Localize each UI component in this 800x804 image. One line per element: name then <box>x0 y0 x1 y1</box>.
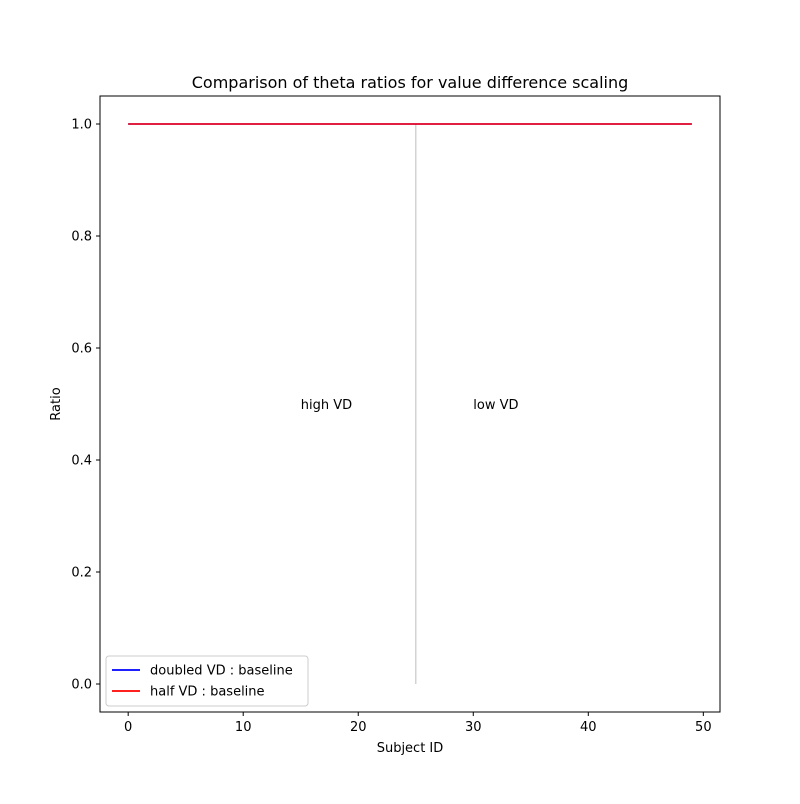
x-tick-label: 10 <box>235 720 252 735</box>
y-tick-label: 0.4 <box>71 454 92 469</box>
x-tick-label: 20 <box>350 720 367 735</box>
plot-layer: 0 10 20 30 40 50 0.0 0.2 0.4 0.6 0.8 1.0 high VD low … <box>71 95 721 735</box>
y-tick-label: 0.0 <box>71 678 92 693</box>
y-tick-label: 0.2 <box>71 566 92 581</box>
y-axis-label: Ratio <box>49 387 64 420</box>
x-tick-label: 30 <box>465 720 482 735</box>
y-tick-label: 0.6 <box>71 342 92 357</box>
x-tick-label: 40 <box>580 720 597 735</box>
chart-title: Comparison of theta ratios for value dif… <box>192 73 629 92</box>
annotation-2: low VD <box>473 398 518 413</box>
legend-box <box>105 655 309 707</box>
annotation-1: high VD <box>301 398 352 413</box>
x-tick-label: 50 <box>695 720 712 735</box>
x-axis-label: Subject ID <box>377 741 444 756</box>
legend: doubled VD : baseline half VD : baseline <box>105 655 309 707</box>
legend-label: half VD : baseline <box>150 685 265 700</box>
legend-label: doubled VD : baseline <box>150 664 293 679</box>
y-tick-label: 1.0 <box>71 118 92 133</box>
y-tick-label: 0.8 <box>71 230 92 245</box>
x-tick-label: 0 <box>124 720 132 735</box>
plot-frame <box>99 95 721 713</box>
